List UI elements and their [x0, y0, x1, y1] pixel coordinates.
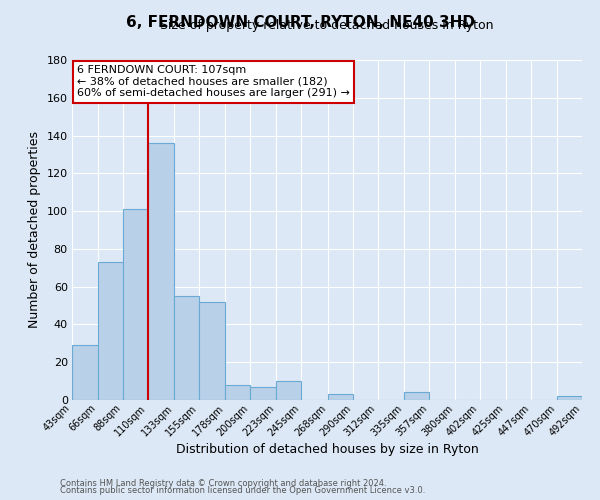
Text: 6 FERNDOWN COURT: 107sqm
← 38% of detached houses are smaller (182)
60% of semi-: 6 FERNDOWN COURT: 107sqm ← 38% of detach…: [77, 65, 350, 98]
Text: Contains public sector information licensed under the Open Government Licence v3: Contains public sector information licen…: [60, 486, 425, 495]
Bar: [557, 396, 582, 400]
Bar: [250, 387, 277, 400]
Bar: [328, 394, 353, 400]
Bar: [404, 392, 428, 400]
Bar: [226, 385, 250, 400]
Bar: [123, 209, 148, 400]
Bar: [199, 302, 226, 400]
Bar: [72, 345, 98, 400]
Title: Size of property relative to detached houses in Ryton: Size of property relative to detached ho…: [160, 20, 494, 32]
Bar: [277, 381, 301, 400]
X-axis label: Distribution of detached houses by size in Ryton: Distribution of detached houses by size …: [176, 443, 478, 456]
Bar: [174, 296, 199, 400]
Bar: [148, 143, 174, 400]
Bar: [98, 262, 123, 400]
Y-axis label: Number of detached properties: Number of detached properties: [28, 132, 41, 328]
Text: 6, FERNDOWN COURT, RYTON, NE40 3HD: 6, FERNDOWN COURT, RYTON, NE40 3HD: [125, 15, 475, 30]
Text: Contains HM Land Registry data © Crown copyright and database right 2024.: Contains HM Land Registry data © Crown c…: [60, 478, 386, 488]
